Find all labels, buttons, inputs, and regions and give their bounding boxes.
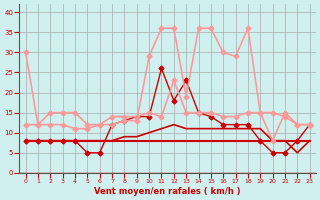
X-axis label: Vent moyen/en rafales ( km/h ): Vent moyen/en rafales ( km/h ) <box>94 187 241 196</box>
